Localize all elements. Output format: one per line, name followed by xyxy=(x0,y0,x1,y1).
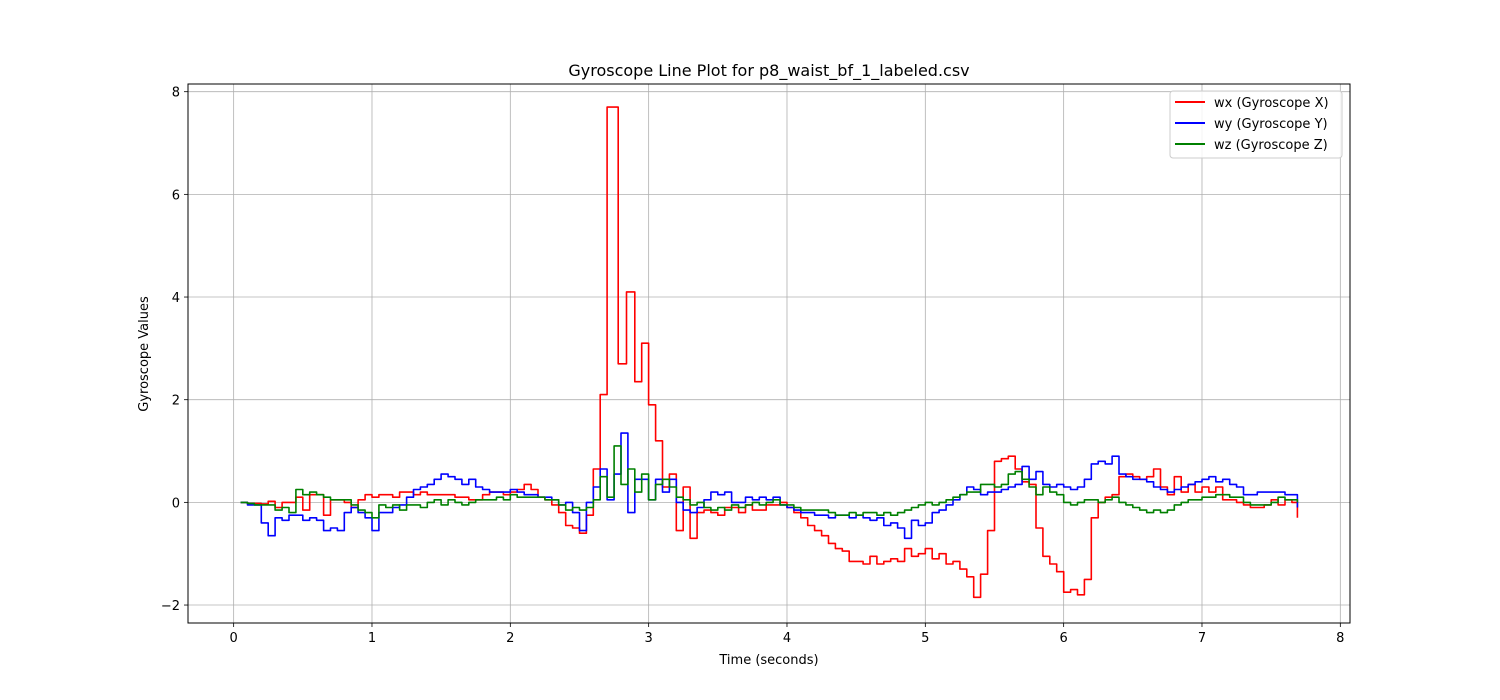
chart-title: Gyroscope Line Plot for p8_waist_bf_1_la… xyxy=(568,61,969,81)
series-line-3 xyxy=(240,445,1299,519)
series-line-1 xyxy=(240,106,1299,599)
x-tick-label: 7 xyxy=(1198,631,1206,646)
legend-label: wy (Gyroscope Y) xyxy=(1214,117,1328,132)
x-tick-label: 2 xyxy=(506,631,514,646)
x-tick-label: 3 xyxy=(645,631,653,646)
x-tick-label: 6 xyxy=(1060,631,1068,646)
x-tick-label: 4 xyxy=(783,631,791,646)
gridlines xyxy=(188,84,1350,623)
plot-frame xyxy=(187,83,1351,624)
legend-label: wz (Gyroscope Z) xyxy=(1214,138,1328,153)
x-axis: 0 1 2 3 4 5 6 7 8 xyxy=(230,623,1344,646)
y-tick-label: 0 xyxy=(172,496,180,511)
y-tick-label: 4 xyxy=(172,291,180,306)
legend: wx (Gyroscope X) wy (Gyroscope Y) wz (Gyro… xyxy=(1169,90,1343,159)
x-tick-label: 8 xyxy=(1336,631,1344,646)
y-tick-label: 6 xyxy=(172,188,180,203)
y-axis-label: Gyroscope Values xyxy=(137,296,152,412)
x-tick-label: 1 xyxy=(368,631,376,646)
y-tick-label: 8 xyxy=(172,86,180,101)
y-tick-label: 2 xyxy=(172,394,180,409)
y-axis: −2 0 2 4 6 8 xyxy=(161,86,188,614)
legend-label: wx (Gyroscope X) xyxy=(1214,96,1329,111)
x-axis-label: Time (seconds) xyxy=(718,653,818,668)
legend-box xyxy=(1169,90,1343,159)
x-tick-label: 5 xyxy=(921,631,929,646)
x-tick-label: 0 xyxy=(230,631,238,646)
series-line-2 xyxy=(240,432,1299,540)
y-tick-label: −2 xyxy=(161,599,180,614)
plot-lines xyxy=(240,106,1299,599)
